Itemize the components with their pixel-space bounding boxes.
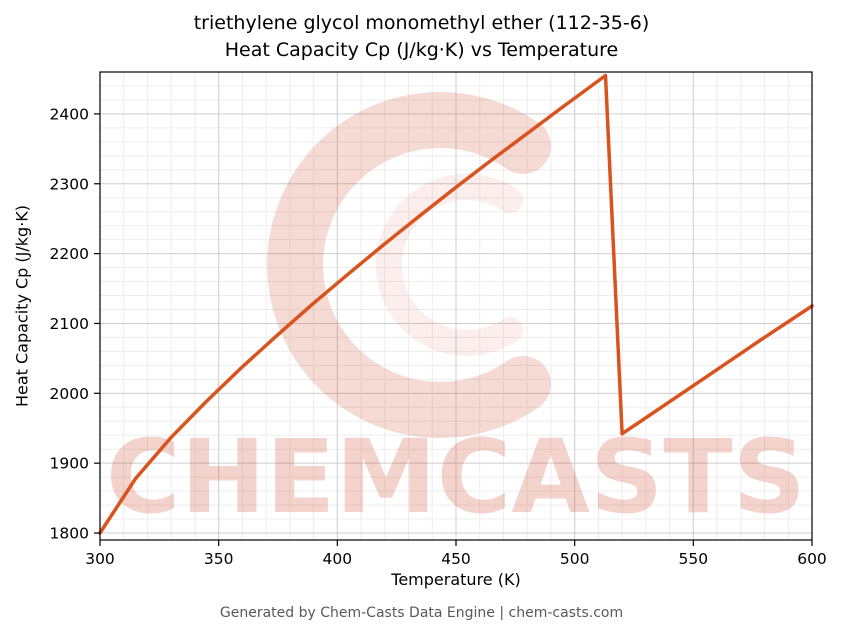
x-tick-label: 500 [560, 550, 590, 568]
y-tick-label: 1800 [50, 525, 89, 543]
watermark-brand-text: CHEMCASTS [106, 418, 806, 537]
y-tick-label: 2400 [50, 105, 89, 123]
cp-vs-temperature-line [98, 73, 814, 535]
watermark-c-swirl-icon [267, 92, 551, 438]
x-tick-label: 300 [85, 550, 115, 568]
axis-ticks [94, 113, 813, 546]
y-tick-label: 1900 [50, 455, 89, 473]
x-tick-label: 550 [679, 550, 709, 568]
x-tick-label: 350 [204, 550, 234, 568]
chart-title-line1: triethylene glycol monomethyl ether (112… [193, 12, 650, 34]
y-tick-label: 2200 [50, 245, 89, 263]
chart-title: triethylene glycol monomethyl ether (112… [0, 10, 843, 64]
chart-title-line2: Heat Capacity Cp (J/kg·K) vs Temperature [224, 39, 619, 61]
x-axis-label: Temperature (K) [391, 570, 521, 589]
tick-labels: 300 350 400 450 500 550 600 1800 1900 2000 2100 220… [50, 105, 827, 568]
x-tick-label: 600 [797, 550, 827, 568]
footer-credit: Generated by Chem-Casts Data Engine | ch… [219, 605, 624, 621]
y-tick-label: 2300 [50, 175, 89, 193]
watermark-c-inner-stroke [375, 174, 523, 356]
x-tick-label: 450 [441, 550, 471, 568]
x-tick-label: 400 [323, 550, 353, 568]
y-tick-label: 2000 [50, 385, 89, 403]
chemcasts-watermark: CHEMCASTS [106, 92, 806, 537]
y-tick-label: 2100 [50, 315, 89, 333]
